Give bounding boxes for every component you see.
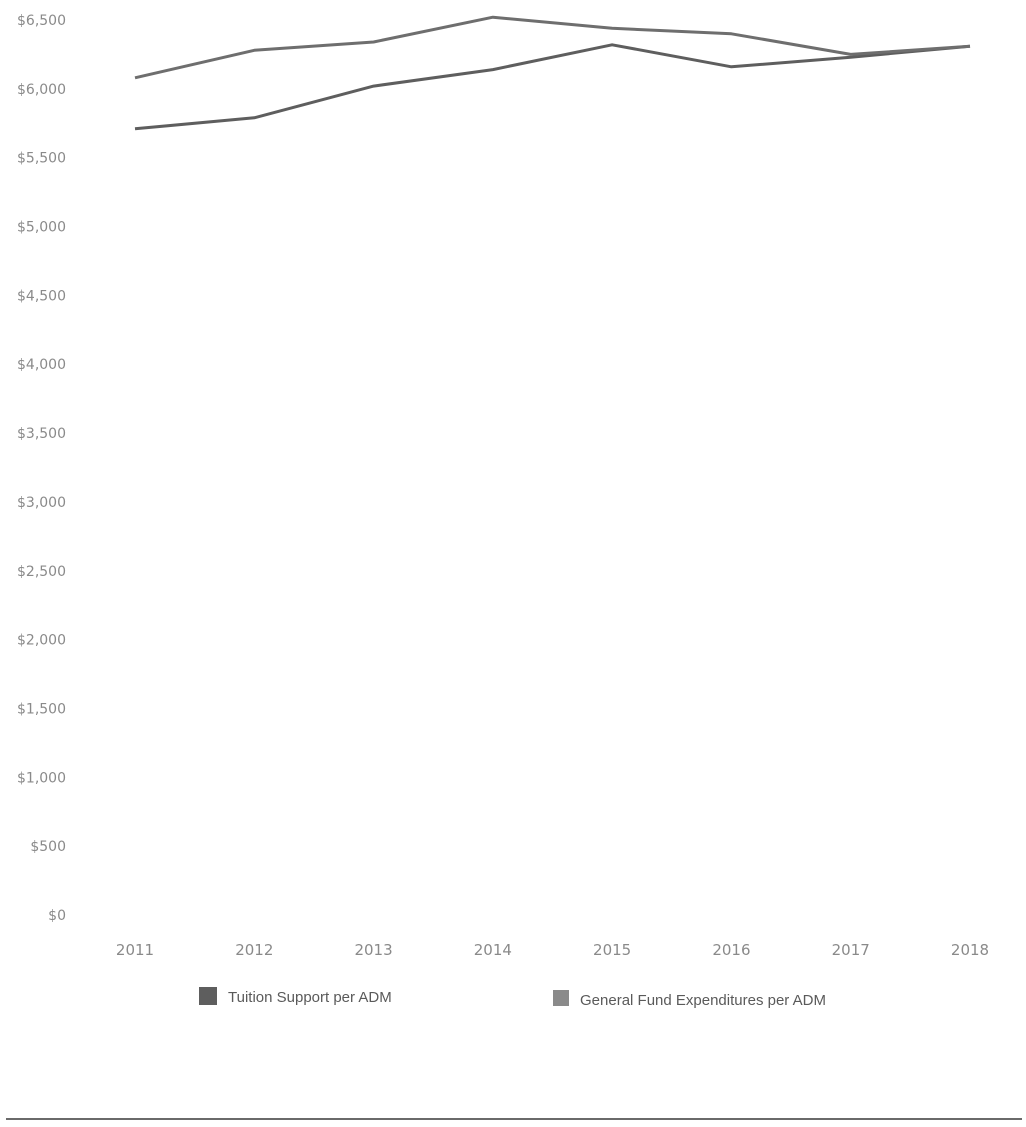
legend-swatch-tuition bbox=[199, 987, 217, 1005]
x-tick-label: 2018 bbox=[951, 941, 989, 959]
legend-label-general-fund: General Fund Expenditures per ADM bbox=[580, 992, 826, 1009]
x-axis: 2011 2012 2013 2014 2015 2016 2017 2018 bbox=[116, 941, 989, 959]
x-tick-label: 2014 bbox=[474, 941, 512, 959]
y-tick-label: $6,000 bbox=[17, 82, 66, 98]
y-tick-label: $3,000 bbox=[17, 495, 66, 511]
y-tick-label: $4,000 bbox=[17, 357, 66, 373]
legend-label-tuition: Tuition Support per ADM bbox=[228, 989, 392, 1006]
y-tick-label: $2,500 bbox=[17, 564, 66, 580]
legend: Tuition Support per ADM General Fund Exp… bbox=[199, 987, 826, 1009]
y-tick-label: $4,500 bbox=[17, 288, 66, 304]
series-line-tuition-support bbox=[134, 43, 971, 131]
y-tick-label: $2,000 bbox=[17, 633, 66, 649]
y-tick-label: $1,500 bbox=[17, 701, 66, 717]
y-tick-label: $500 bbox=[30, 839, 66, 855]
x-tick-label: 2017 bbox=[832, 941, 870, 959]
x-tick-label: 2016 bbox=[712, 941, 750, 959]
legend-swatch-general-fund bbox=[553, 990, 569, 1006]
x-tick-label: 2011 bbox=[116, 941, 154, 959]
bottom-rule bbox=[6, 1118, 1022, 1120]
y-tick-label: $1,000 bbox=[17, 770, 66, 786]
y-axis: $0 $500 $1,000 $1,500 $2,000 $2,500 $3,000 $3,5… bbox=[17, 13, 66, 924]
y-tick-label: $0 bbox=[48, 908, 66, 924]
series-line-general-fund bbox=[134, 15, 971, 80]
y-tick-label: $5,500 bbox=[17, 151, 66, 167]
y-tick-label: $3,500 bbox=[17, 426, 66, 442]
series-lines bbox=[134, 15, 971, 131]
y-tick-label: $5,000 bbox=[17, 220, 66, 236]
x-tick-label: 2015 bbox=[593, 941, 631, 959]
x-tick-label: 2013 bbox=[354, 941, 392, 959]
y-tick-label: $6,500 bbox=[17, 13, 66, 29]
x-tick-label: 2012 bbox=[235, 941, 273, 959]
